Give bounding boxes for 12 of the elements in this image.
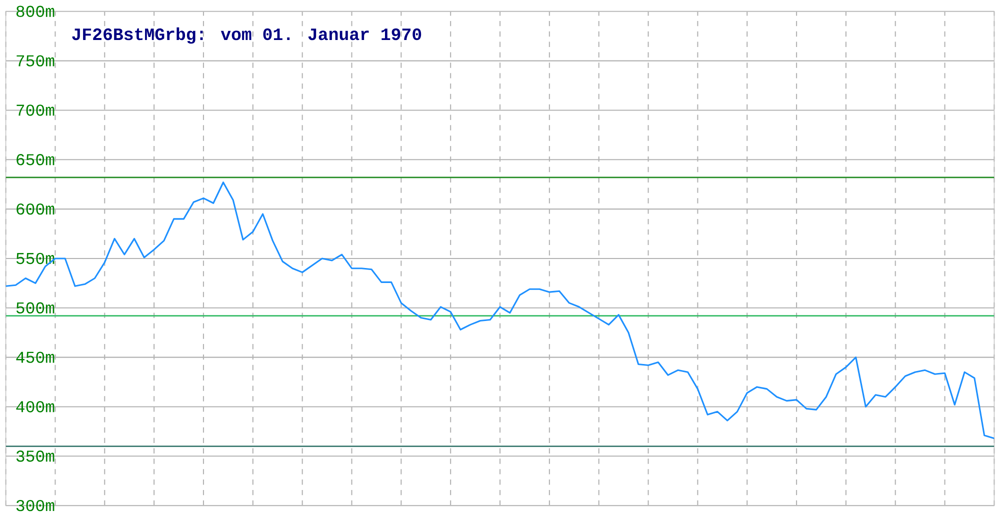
y-tick-label: 750m: [16, 55, 54, 67]
y-tick-label: 600m: [16, 204, 54, 215]
y-tick-label: 800m: [16, 6, 54, 18]
y-tick-label: 300m: [16, 500, 54, 512]
y-tick-label: 700m: [16, 104, 54, 116]
y-tick-label: 450m: [16, 352, 54, 364]
text: JF26BstMGrbg: vom 01. Januar 1970: [72, 28, 422, 44]
y-tick-label: 350m: [16, 450, 54, 462]
y-tick-label: 500m: [16, 302, 54, 314]
y-tick-label: 650m: [16, 154, 54, 166]
y-tick-label: 400m: [16, 401, 54, 413]
y-tick-label: 550m: [16, 253, 54, 264]
